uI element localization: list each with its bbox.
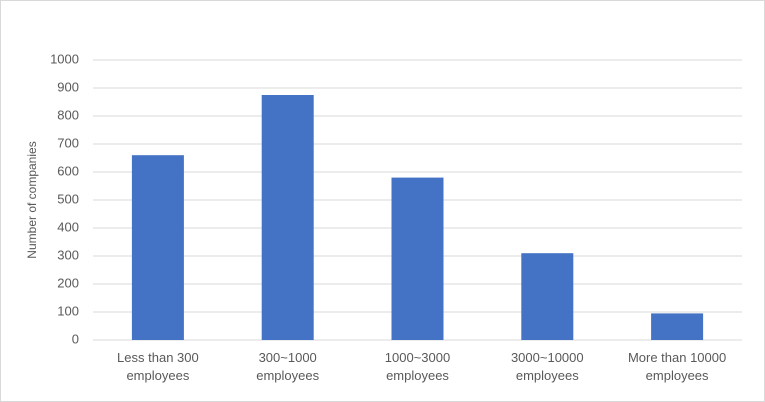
bar bbox=[391, 177, 444, 340]
y-axis-label: Number of companies bbox=[25, 141, 39, 258]
x-tick-label: 300~1000 employees bbox=[256, 350, 320, 383]
y-tick-label: 1000 bbox=[50, 51, 79, 66]
y-tick-label: 800 bbox=[57, 107, 79, 122]
y-tick-label: 600 bbox=[57, 163, 79, 178]
x-tick-label: Less than 300 employees bbox=[117, 350, 199, 383]
y-tick-label: 700 bbox=[57, 135, 79, 150]
bar bbox=[131, 155, 184, 340]
y-tick-label: 100 bbox=[57, 303, 79, 318]
bar bbox=[651, 313, 704, 340]
y-tick-label: 500 bbox=[57, 191, 79, 206]
y-tick-label: 300 bbox=[57, 247, 79, 262]
y-tick-label: 900 bbox=[57, 79, 79, 94]
y-tick-label: 200 bbox=[57, 275, 79, 290]
x-tick-label: More than 10000 employees bbox=[627, 350, 727, 383]
x-tick-label: 1000~3000 employees bbox=[384, 350, 451, 383]
y-tick-label: 0 bbox=[72, 331, 79, 346]
bar bbox=[521, 253, 574, 340]
y-tick-label: 400 bbox=[57, 219, 79, 234]
bar bbox=[261, 95, 314, 340]
x-tick-label: 3000~10000 employees bbox=[510, 350, 584, 383]
